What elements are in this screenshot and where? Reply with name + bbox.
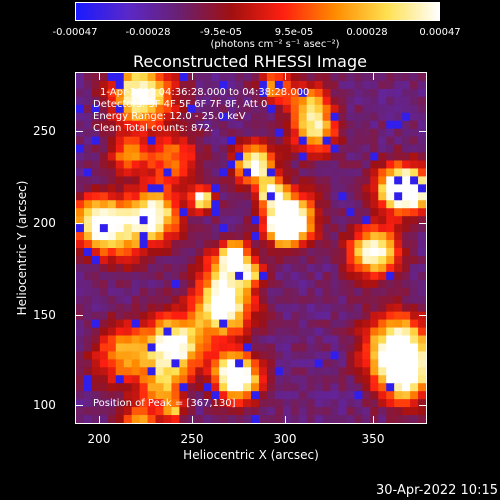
axis-tick-mark [419, 405, 427, 406]
info-clean-counts: Clean Total counts: 872. [93, 123, 214, 134]
axis-tick-mark [419, 315, 427, 316]
colorbar-tick-label: -9.5e-05 [200, 27, 242, 38]
colorbar-tick-label: -0.00028 [125, 27, 171, 38]
colorbar-tick-label: 0.00028 [346, 27, 388, 38]
heatmap-cells [76, 73, 426, 423]
x-tick-label: 300 [273, 432, 297, 446]
axis-tick-mark [373, 72, 374, 80]
colorbar-tick-label: 9.5e-05 [274, 27, 314, 38]
x-tick-label: 250 [180, 432, 204, 446]
colorbar-tick-label: 0.00047 [419, 27, 461, 38]
y-tick-label: 150 [33, 308, 56, 322]
timestamp-footer: 30-Apr-2022 10:15 [376, 483, 498, 498]
image-title: Reconstructed RHESSI Image [133, 52, 367, 71]
info-peak-position: Position of Peak = [367,130] [93, 398, 236, 409]
x-tick-label: 200 [87, 432, 111, 446]
y-tick-label: 100 [33, 398, 56, 412]
axis-tick-mark [75, 405, 83, 406]
y-tick-label: 250 [33, 124, 56, 138]
axis-tick-mark [419, 131, 427, 132]
info-time-range: 1-Apr-2003 04:36:28.000 to 04:38:28.000 [100, 87, 310, 98]
axis-tick-mark [285, 416, 286, 424]
x-tick-label: 350 [361, 432, 385, 446]
info-detectors: Detectors: 3F 4F 5F 6F 7F 8F, Att 0 [93, 99, 268, 110]
axis-tick-mark [285, 72, 286, 80]
y-axis-label: Heliocentric Y (arcsec) [15, 180, 29, 316]
axis-tick-mark [75, 315, 83, 316]
axis-tick-mark [99, 416, 100, 424]
colorbar [75, 2, 440, 21]
axis-tick-mark [373, 416, 374, 424]
axis-tick-mark [192, 72, 193, 80]
axis-tick-mark [75, 223, 83, 224]
axis-tick-mark [75, 131, 83, 132]
heatmap-image [76, 73, 426, 423]
axis-tick-mark [419, 223, 427, 224]
axis-tick-mark [192, 416, 193, 424]
axis-tick-mark [99, 72, 100, 80]
x-axis-label: Heliocentric X (arcsec) [183, 448, 319, 462]
info-energy-range: Energy Range: 12.0 - 25.0 keV [93, 111, 246, 122]
colorbar-tick-label: -0.00047 [52, 27, 98, 38]
colorbar-units: (photons cm⁻² s⁻¹ asec⁻²) [210, 39, 340, 50]
y-tick-label: 200 [33, 216, 56, 230]
heatmap-plot [75, 72, 427, 424]
